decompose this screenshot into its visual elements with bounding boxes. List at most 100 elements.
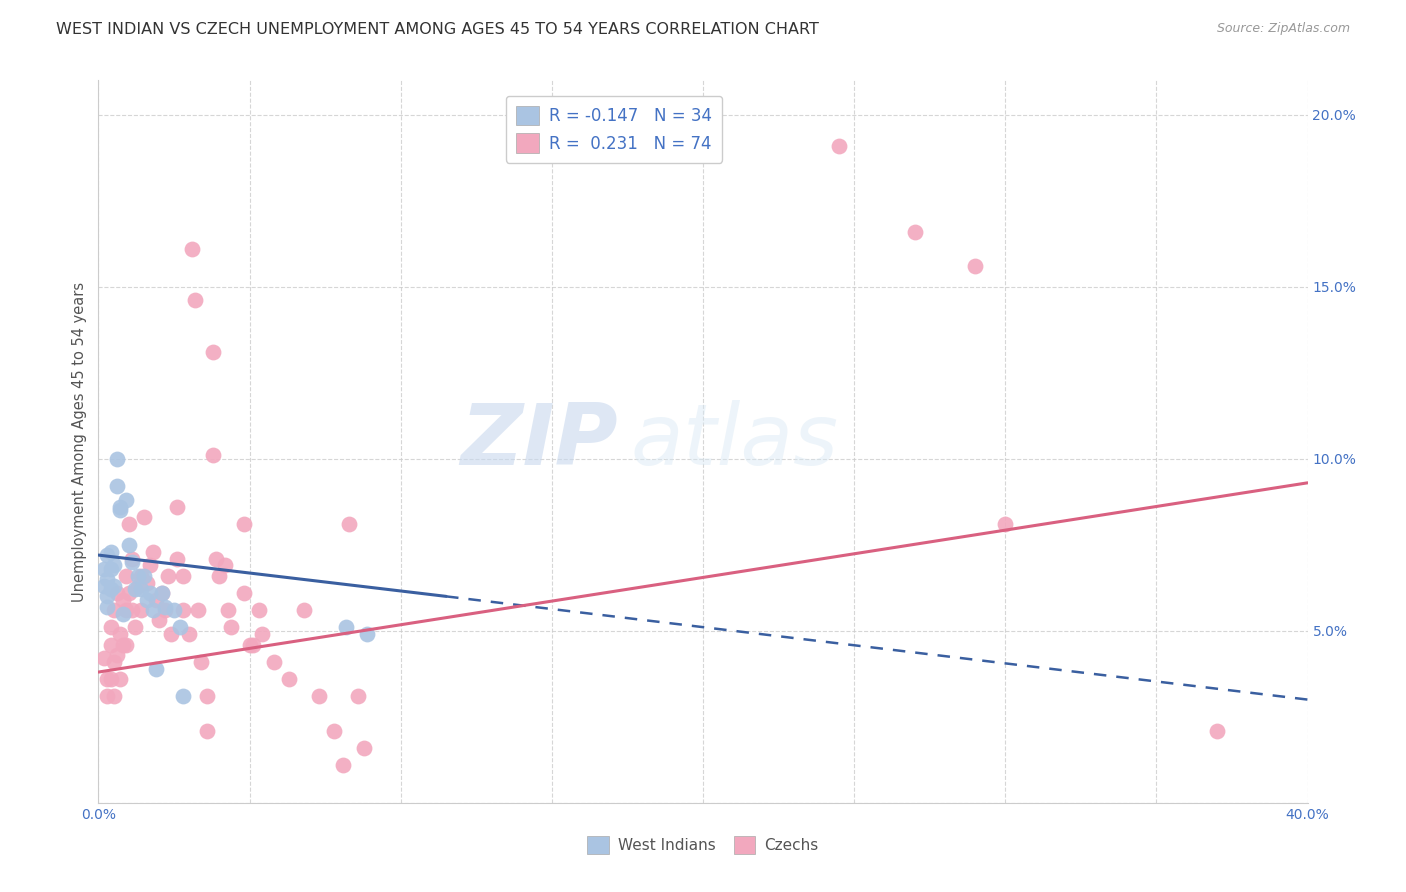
Point	[156, 568, 179, 582]
Point	[121, 603, 143, 617]
Point	[181, 242, 204, 256]
Point	[118, 517, 141, 532]
Point	[96, 590, 118, 604]
Point	[160, 627, 183, 641]
Point	[100, 582, 122, 597]
Point	[242, 638, 264, 652]
Point	[124, 582, 146, 597]
Point	[195, 723, 218, 738]
Point	[100, 638, 122, 652]
Point	[994, 517, 1017, 532]
Point	[129, 603, 152, 617]
Point	[105, 451, 128, 466]
Point	[965, 259, 987, 273]
Point	[103, 655, 125, 669]
Point	[166, 551, 188, 566]
Point	[148, 614, 170, 628]
Point	[114, 568, 136, 582]
Point	[135, 592, 157, 607]
Point	[114, 493, 136, 508]
Point	[195, 689, 218, 703]
Point	[111, 592, 134, 607]
Point	[93, 579, 115, 593]
Point	[139, 558, 162, 573]
Point	[202, 448, 225, 462]
Point	[232, 517, 254, 532]
Point	[111, 607, 134, 621]
Point	[129, 568, 152, 582]
Point	[150, 586, 173, 600]
Point	[103, 579, 125, 593]
Point	[179, 627, 201, 641]
Point	[250, 627, 273, 641]
Point	[232, 586, 254, 600]
Point	[221, 620, 243, 634]
Point	[103, 603, 125, 617]
Point	[323, 723, 346, 738]
Point	[150, 586, 173, 600]
Point	[93, 651, 115, 665]
Point	[127, 579, 149, 593]
Point	[172, 568, 194, 582]
Point	[353, 740, 375, 755]
Point	[114, 638, 136, 652]
Point	[332, 758, 354, 772]
Point	[108, 672, 131, 686]
Point	[187, 603, 209, 617]
Point	[214, 558, 236, 573]
Point	[308, 689, 330, 703]
Point	[118, 586, 141, 600]
Point	[172, 689, 194, 703]
Point	[142, 544, 165, 558]
Point	[205, 551, 228, 566]
Point	[100, 562, 122, 576]
Point	[277, 672, 299, 686]
Point	[93, 562, 115, 576]
Y-axis label: Unemployment Among Ages 45 to 54 years: Unemployment Among Ages 45 to 54 years	[72, 282, 87, 601]
Point	[96, 689, 118, 703]
Point	[166, 500, 188, 514]
Point	[190, 655, 212, 669]
Point	[127, 568, 149, 582]
Point	[828, 138, 851, 153]
Point	[263, 655, 285, 669]
Text: Source: ZipAtlas.com: Source: ZipAtlas.com	[1216, 22, 1350, 36]
Text: ZIP: ZIP	[461, 400, 619, 483]
Point	[356, 627, 378, 641]
Point	[169, 620, 191, 634]
Point	[145, 592, 167, 607]
Point	[292, 603, 315, 617]
Point	[100, 544, 122, 558]
Point	[132, 510, 155, 524]
Point	[184, 293, 207, 308]
Point	[105, 479, 128, 493]
Point	[105, 586, 128, 600]
Point	[145, 662, 167, 676]
Point	[347, 689, 370, 703]
Text: WEST INDIAN VS CZECH UNEMPLOYMENT AMONG AGES 45 TO 54 YEARS CORRELATION CHART: WEST INDIAN VS CZECH UNEMPLOYMENT AMONG …	[56, 22, 820, 37]
Point	[121, 551, 143, 566]
Point	[142, 603, 165, 617]
Point	[337, 517, 360, 532]
Point	[108, 503, 131, 517]
Point	[124, 620, 146, 634]
Point	[96, 548, 118, 562]
Point	[132, 568, 155, 582]
Point	[247, 603, 270, 617]
Point	[121, 555, 143, 569]
Point	[108, 627, 131, 641]
Point	[114, 603, 136, 617]
Point	[100, 672, 122, 686]
Point	[153, 603, 176, 617]
Point	[335, 620, 357, 634]
Point	[96, 572, 118, 586]
Point	[111, 638, 134, 652]
Point	[96, 599, 118, 614]
Point	[904, 225, 927, 239]
Point	[103, 558, 125, 573]
Point	[96, 672, 118, 686]
Point	[163, 603, 186, 617]
Point	[135, 575, 157, 590]
Point	[118, 538, 141, 552]
Point	[1206, 723, 1229, 738]
